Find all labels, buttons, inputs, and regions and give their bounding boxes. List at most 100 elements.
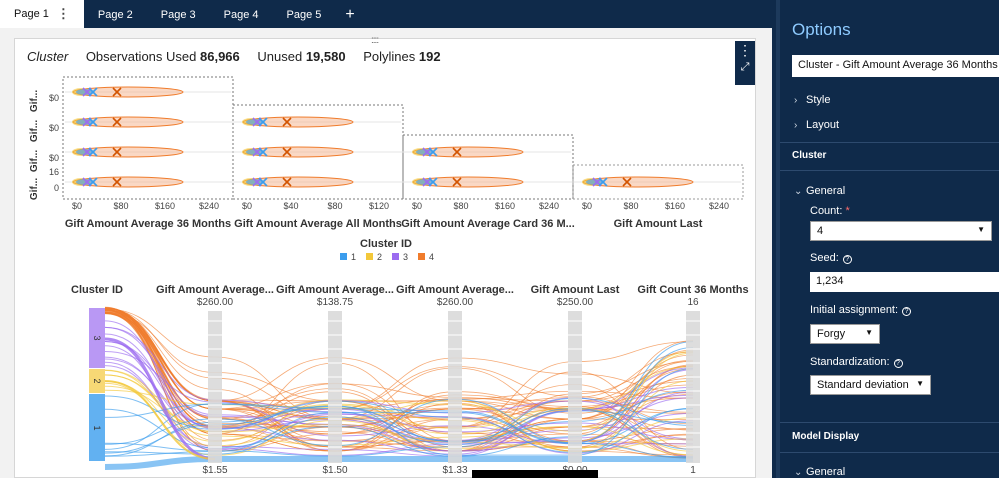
object-title: Cluster [27,49,69,64]
standardization-label: Standardization:? [810,356,903,368]
parallel-axis[interactable] [208,311,222,463]
pc-axis-title: Cluster ID [71,284,123,296]
x-tick: $0 [582,201,592,211]
more-vert-icon[interactable]: ⋮ [738,42,752,58]
column-label: Gift Amount Average All Months [234,218,402,230]
legend-swatch[interactable] [418,253,425,260]
divider [780,452,999,453]
layout-label: Layout [806,119,840,131]
count-value: 4 [817,225,824,237]
centroid-marker [452,177,462,187]
cluster-legend: Cluster ID 1 2 3 4 [340,238,434,262]
legend-label: 1 [351,252,356,262]
initial-assignment-label: Initial assignment:? [810,304,912,316]
centroid-marker [452,147,462,157]
polyline [104,347,694,447]
tab-page-5[interactable]: Page 5 [273,2,336,28]
matrix-row-labels: Gif... Gif... Gif... Gif... $0 $0 $0 16 … [29,90,59,200]
cluster-band-1[interactable] [89,394,105,461]
count-label-text: Count: [810,205,843,217]
pc-axis-title: Gift Amount Last [531,284,620,296]
general-section-toggle[interactable]: ⌄ General [794,185,845,197]
general-label: General [806,185,846,197]
centroid-marker [112,177,122,187]
object-menu-button[interactable]: ⋮ ⤢ [735,41,755,85]
tab-label: Page 1 [14,8,49,20]
legend-swatch[interactable] [392,253,399,260]
seed-input[interactable]: 1,234 [810,272,999,292]
horizontal-scrollbar[interactable] [472,470,598,478]
model-display-section-title: Model Display [792,431,860,442]
drag-grip-icon[interactable]: :::: [371,35,379,46]
chevron-right-icon: › [794,120,798,131]
cluster-object[interactable]: :::: Cluster Observations Used 86,966 Un… [14,35,756,478]
general2-section-toggle[interactable]: ⌄ General [794,466,845,478]
cluster-band-3[interactable] [89,308,105,368]
x-tick: $80 [453,201,468,211]
y-tick: 16 [49,167,59,177]
polyline [104,308,694,420]
parallel-axis[interactable] [568,311,582,463]
matrix-cell[interactable] [62,76,234,200]
count-select[interactable]: 4 ▼ [810,221,992,241]
standardization-select[interactable]: Standard deviation ▼ [810,375,931,395]
pc-axis-max: 16 [687,297,699,308]
unused-label: Unused [257,49,303,64]
matrix-cell[interactable] [402,134,574,200]
help-icon[interactable]: ? [893,359,903,368]
tab-label: Page 4 [223,9,259,21]
x-tick: $40 [283,201,298,211]
parallel-axis[interactable] [328,311,342,463]
required-marker: * [845,205,850,217]
parallel-axis[interactable] [448,311,462,463]
dropdown-caret-icon: ▼ [916,379,924,388]
parallel-axis[interactable] [686,311,700,463]
pc-axis-max: $250.00 [557,297,594,308]
centroid-marker [112,147,122,157]
panel-title: Options [792,20,851,39]
layout-section-toggle[interactable]: › Layout [794,119,839,131]
polyline [104,368,694,457]
x-tick: $0 [412,201,422,211]
tab-page-1[interactable]: Page 1 ⋮ [0,0,84,28]
help-icon[interactable]: ? [842,255,852,264]
centroid-marker [598,177,608,187]
y-tick: 0 [54,183,59,193]
style-section-toggle[interactable]: › Style [794,94,830,106]
add-page-button[interactable]: + [345,6,355,23]
object-selector[interactable]: Cluster - Gift Amount Average 36 Months [792,55,999,77]
polyline-bundle [104,380,216,460]
matrix-cell[interactable] [572,164,744,200]
dropdown-caret-icon: ▼ [977,225,985,234]
parallel-coordinates: 3 2 1 Cluster ID Gift Amount Average... … [71,284,749,476]
help-icon[interactable]: ? [902,307,912,316]
maximize-icon[interactable]: ⤢ [740,61,750,73]
column-label: Gift Amount Last [614,218,703,230]
tab-page-2[interactable]: Page 2 [84,2,147,28]
cluster-band-2[interactable] [89,369,105,393]
centroid-marker [282,117,292,127]
polyline [104,311,694,420]
legend-swatch[interactable] [340,253,347,260]
initial-assignment-select[interactable]: Forgy ▼ [810,324,880,344]
std-value: Standard deviation [817,379,909,391]
column-label: Gift Amount Average Card 36 M... [401,218,575,230]
cluster-summary: Cluster Observations Used 86,966 Unused … [27,49,455,64]
x-tick: $240 [709,201,729,211]
tab-more-icon[interactable]: ⋮ [56,6,70,21]
pc-axis-min: 1 [690,465,696,476]
tab-page-4[interactable]: Page 4 [210,2,273,28]
polyline [104,389,694,454]
legend-label: 2 [377,252,382,262]
band-label: 3 [92,335,102,340]
x-tick: $160 [495,201,515,211]
cluster-section-title: Cluster [792,150,827,161]
matrix-x-ticks: $0 $80 $160 $240 $0 $40 $80 $120 $0 $80 $160 $240 $0… [72,201,729,211]
polyline-bundle [104,456,693,470]
polyline [104,326,694,452]
tab-page-3[interactable]: Page 3 [147,2,210,28]
seed-label-text: Seed: [810,252,839,264]
legend-swatch[interactable] [366,253,373,260]
initial-label-text: Initial assignment: [810,304,899,316]
scatter-matrix [62,76,744,200]
